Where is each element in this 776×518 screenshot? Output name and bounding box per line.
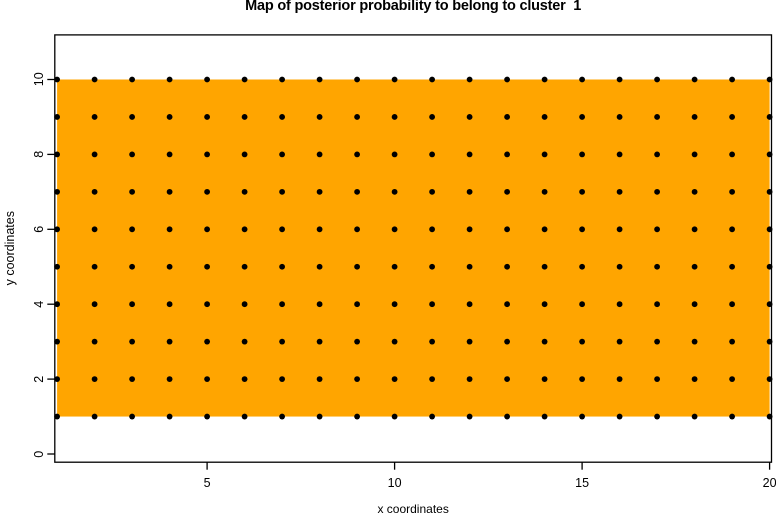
svg-text:10: 10 xyxy=(388,476,402,490)
svg-text:20: 20 xyxy=(763,476,776,490)
svg-text:5: 5 xyxy=(204,476,211,490)
svg-text:15: 15 xyxy=(575,476,589,490)
